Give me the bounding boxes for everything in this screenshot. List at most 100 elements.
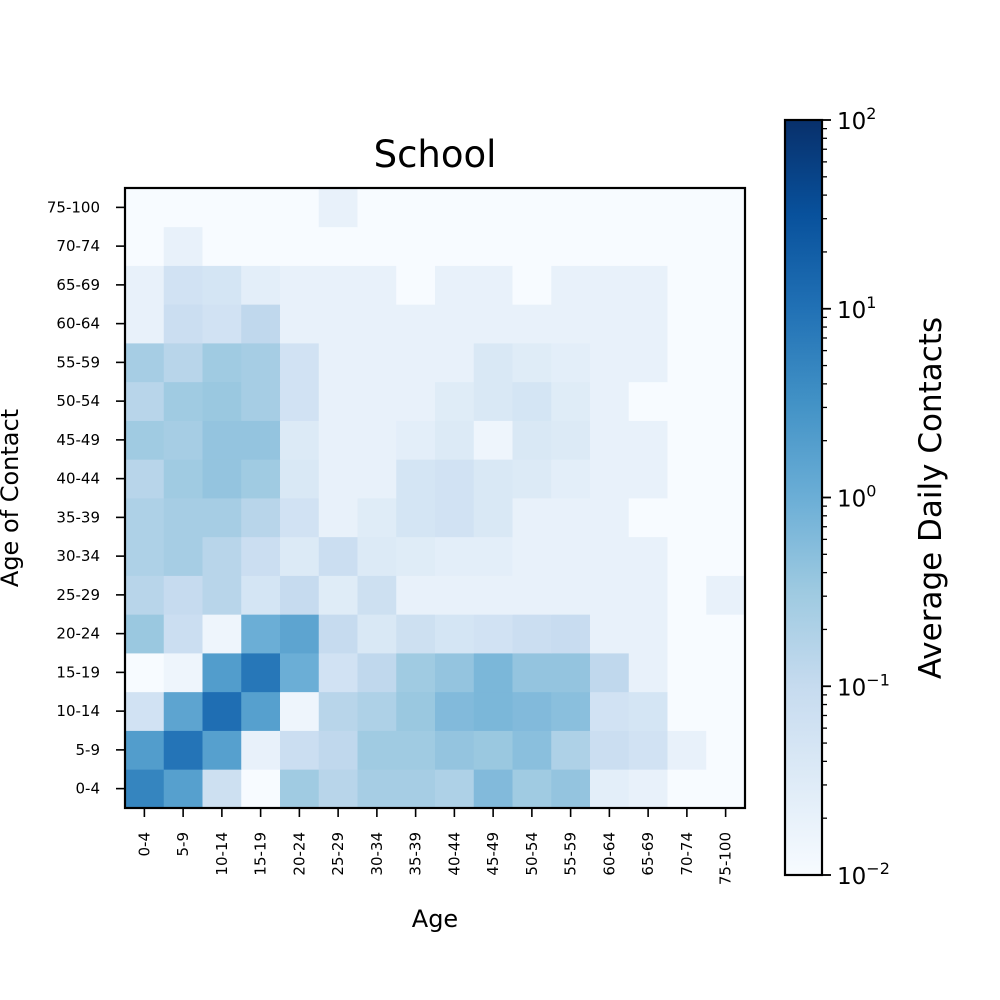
heatmap-cell	[357, 730, 397, 770]
heatmap-cell	[590, 653, 630, 693]
heatmap-cell	[163, 459, 203, 499]
heatmap-cell	[125, 614, 165, 654]
heatmap-cell	[667, 304, 707, 344]
heatmap-cell	[473, 536, 513, 576]
heatmap-cell	[318, 575, 358, 615]
heatmap-cell	[280, 265, 320, 305]
heatmap-cell	[435, 381, 475, 421]
heatmap-cell	[667, 343, 707, 383]
heatmap-cell	[435, 536, 475, 576]
y-tick-label: 25-29	[56, 586, 100, 604]
heatmap-cell	[473, 459, 513, 499]
heatmap-cell	[473, 691, 513, 731]
heatmap-cell	[280, 691, 320, 731]
heatmap-cell	[435, 614, 475, 654]
heatmap-cell	[551, 614, 591, 654]
heatmap-cell	[667, 381, 707, 421]
heatmap-cell	[241, 188, 281, 228]
heatmap-cell	[318, 536, 358, 576]
heatmap-cell	[202, 459, 242, 499]
heatmap-cell	[473, 265, 513, 305]
heatmap-cell	[396, 226, 436, 266]
heatmap-cell	[163, 381, 203, 421]
heatmap-cell	[241, 575, 281, 615]
heatmap-cell	[628, 614, 668, 654]
heatmap-cell	[202, 730, 242, 770]
heatmap-cell	[590, 265, 630, 305]
heatmap-cell	[280, 381, 320, 421]
heatmap-cell	[241, 381, 281, 421]
heatmap-cell	[125, 498, 165, 538]
heatmap-cell	[396, 265, 436, 305]
heatmap-cell	[667, 730, 707, 770]
heatmap-cell	[667, 498, 707, 538]
heatmap-cell	[473, 769, 513, 809]
y-tick-label: 40-44	[56, 470, 100, 488]
heatmap-cell	[318, 614, 358, 654]
x-tick-label: 30-34	[368, 832, 386, 876]
heatmap-cell	[435, 575, 475, 615]
heatmap-cell	[473, 420, 513, 460]
heatmap-cell	[590, 575, 630, 615]
colorbar-label: Average Daily Contacts	[913, 317, 949, 679]
y-tick-label: 20-24	[56, 625, 100, 643]
heatmap-cell	[628, 226, 668, 266]
heatmap-cell	[163, 536, 203, 576]
heatmap-cell	[590, 226, 630, 266]
heatmap-cell	[512, 265, 552, 305]
heatmap-cell	[628, 459, 668, 499]
chart-title: School	[374, 133, 497, 176]
heatmap-cell	[706, 381, 746, 421]
heatmap-cell	[280, 614, 320, 654]
heatmap-cell	[628, 420, 668, 460]
heatmap-cell	[628, 730, 668, 770]
heatmap-cell	[202, 265, 242, 305]
heatmap-cell	[628, 536, 668, 576]
heatmap-cell	[125, 420, 165, 460]
heatmap-cell	[473, 226, 513, 266]
heatmap-cell	[551, 459, 591, 499]
heatmap-cell	[280, 769, 320, 809]
heatmap-cell	[435, 265, 475, 305]
heatmap-cell	[435, 188, 475, 228]
heatmap-cell	[628, 304, 668, 344]
y-tick-label: 70-74	[56, 237, 100, 255]
heatmap-cell	[473, 614, 513, 654]
heatmap-cell	[241, 343, 281, 383]
heatmap-cell	[706, 226, 746, 266]
heatmap-cell	[357, 420, 397, 460]
heatmap-cell	[435, 304, 475, 344]
heatmap-cell	[396, 536, 436, 576]
heatmap-cell	[667, 459, 707, 499]
heatmap-cell	[163, 498, 203, 538]
x-tick-label: 60-64	[600, 832, 618, 876]
heatmap-cell	[473, 304, 513, 344]
heatmap-cell	[202, 420, 242, 460]
colorbar-tick-label: 101	[837, 293, 876, 324]
heatmap-cell	[590, 498, 630, 538]
heatmap-cell	[202, 691, 242, 731]
heatmap-cell	[318, 420, 358, 460]
heatmap-cell	[435, 730, 475, 770]
heatmap-cell	[628, 769, 668, 809]
y-tick-label: 30-34	[56, 547, 100, 565]
heatmap-cell	[318, 265, 358, 305]
heatmap-cell	[706, 730, 746, 770]
y-tick-label: 50-54	[56, 392, 100, 410]
heatmap-cell	[706, 265, 746, 305]
y-tick-label: 45-49	[56, 431, 100, 449]
heatmap-cell	[473, 188, 513, 228]
heatmap-cell	[318, 769, 358, 809]
heatmap-cell	[435, 343, 475, 383]
heatmap-cell	[667, 226, 707, 266]
heatmap-cell	[435, 653, 475, 693]
y-tick-label: 15-19	[56, 663, 100, 681]
heatmap-cell	[241, 536, 281, 576]
heatmap-cell	[357, 188, 397, 228]
heatmap-cell	[280, 575, 320, 615]
heatmap-cell	[473, 381, 513, 421]
heatmap-cell	[202, 304, 242, 344]
y-axis-label: Age of Contact	[0, 409, 24, 587]
heatmap-cell	[202, 381, 242, 421]
heatmap-cell	[202, 536, 242, 576]
